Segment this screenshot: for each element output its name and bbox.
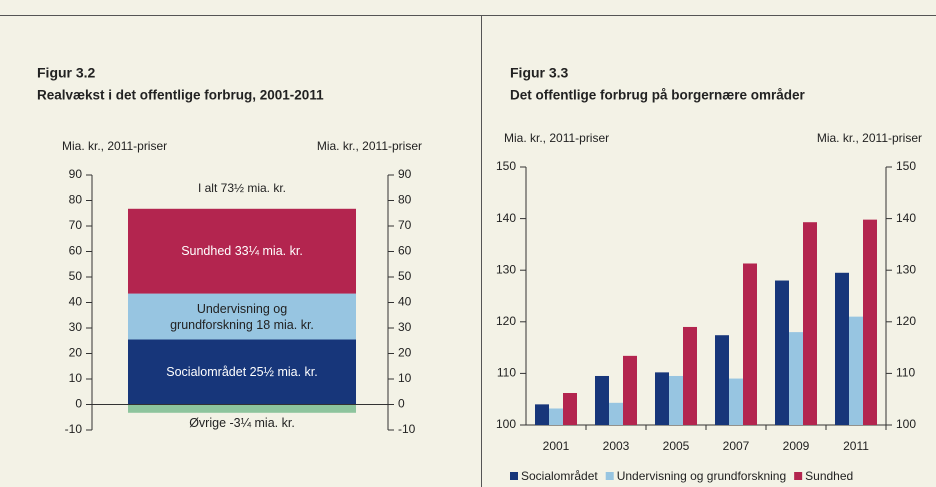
y-tick-label: 20	[69, 346, 83, 360]
y2-axis-label: Mia. kr., 2011-priser	[817, 131, 922, 145]
y-axis-label: Mia. kr., 2011-priser	[62, 139, 167, 153]
segment-label: Øvrige -3¼ mia. kr.	[189, 415, 295, 430]
bar	[655, 372, 669, 425]
y-tick-label: 110	[497, 366, 516, 380]
bar	[609, 402, 623, 425]
bar-segment	[128, 339, 356, 405]
x-tick-label: 2011	[843, 439, 869, 453]
y2-tick-label: 150	[896, 159, 916, 173]
y2-tick-label: 80	[398, 193, 412, 207]
bar	[715, 335, 729, 425]
bar	[863, 219, 877, 425]
y-tick-label: 60	[69, 244, 83, 258]
segment-label: Socialområdet 25½ mia. kr.	[166, 364, 318, 379]
bar	[595, 375, 609, 425]
y2-axis-label: Mia. kr., 2011-priser	[317, 139, 422, 153]
legend-label: Undervisning og grundforskning	[617, 469, 786, 483]
legend-label: Sundhed	[805, 469, 853, 483]
y-tick-label: 120	[496, 314, 516, 328]
x-tick-label: 2003	[603, 439, 630, 453]
bar	[549, 408, 563, 425]
y-tick-label: 30	[69, 320, 83, 334]
y2-tick-label: 30	[398, 320, 412, 334]
y-tick-label: 0	[75, 397, 82, 411]
legend-swatch	[605, 472, 614, 480]
y2-tick-label: 10	[398, 371, 412, 385]
x-tick-label: 2007	[723, 439, 750, 453]
x-tick-label: 2005	[663, 439, 690, 453]
y2-tick-label: 100	[896, 417, 916, 431]
bar-segment	[128, 404, 356, 413]
y2-tick-label: 40	[398, 295, 412, 309]
y2-tick-label: 20	[398, 346, 412, 360]
bar-segment	[128, 293, 356, 340]
y-tick-label: 140	[496, 211, 516, 225]
y-tick-label: 100	[496, 417, 516, 431]
chart-title: Det offentlige forbrug på borgernære omr…	[510, 88, 806, 103]
bar	[803, 222, 817, 425]
bar	[563, 393, 577, 425]
bar	[623, 355, 637, 425]
y2-tick-label: 140	[896, 211, 916, 225]
y2-tick-label: 130	[896, 262, 916, 276]
y2-tick-label: -10	[398, 422, 416, 436]
annotation: I alt 73½ mia. kr.	[198, 181, 286, 195]
x-tick-label: 2009	[783, 439, 810, 453]
y-tick-label: 70	[69, 218, 83, 232]
chart-title: Realvækst i det offentlige forbrug, 2001…	[37, 88, 324, 103]
legend-label: Socialområdet	[521, 469, 598, 483]
figure-number: Figur 3.2	[37, 65, 96, 81]
y-tick-label: -10	[65, 422, 83, 436]
segment-label: Undervisning og grundforskning 18 mia. k…	[170, 301, 314, 332]
y-tick-label: 50	[69, 269, 83, 283]
y2-tick-label: 0	[398, 397, 405, 411]
y-tick-label: 80	[69, 193, 83, 207]
figure-number: Figur 3.3	[510, 65, 569, 81]
bar	[789, 332, 803, 425]
bar	[669, 375, 683, 425]
y2-tick-label: 50	[398, 269, 412, 283]
y-tick-label: 90	[69, 167, 83, 181]
bar	[743, 263, 757, 425]
legend-swatch	[510, 472, 518, 480]
y2-tick-label: 60	[398, 244, 412, 258]
y-tick-label: 130	[496, 262, 516, 276]
bar	[835, 272, 849, 425]
y-tick-label: 10	[69, 371, 83, 385]
y-axis-label: Mia. kr., 2011-priser	[504, 131, 609, 145]
bar	[729, 378, 743, 425]
y2-tick-label: 120	[896, 314, 916, 328]
legend-swatch	[794, 472, 803, 480]
y-tick-label: 150	[496, 159, 516, 173]
bar-segment	[128, 208, 356, 294]
x-tick-label: 2001	[543, 439, 570, 453]
y-tick-label: 40	[69, 295, 83, 309]
bar	[775, 280, 789, 425]
bar	[535, 404, 549, 425]
bar	[849, 316, 863, 425]
y2-tick-label: 110	[896, 366, 915, 380]
y2-tick-label: 70	[398, 218, 412, 232]
segment-label: Sundhed 33¼ mia. kr.	[181, 244, 303, 259]
bar	[683, 326, 697, 425]
y2-tick-label: 90	[398, 167, 412, 181]
